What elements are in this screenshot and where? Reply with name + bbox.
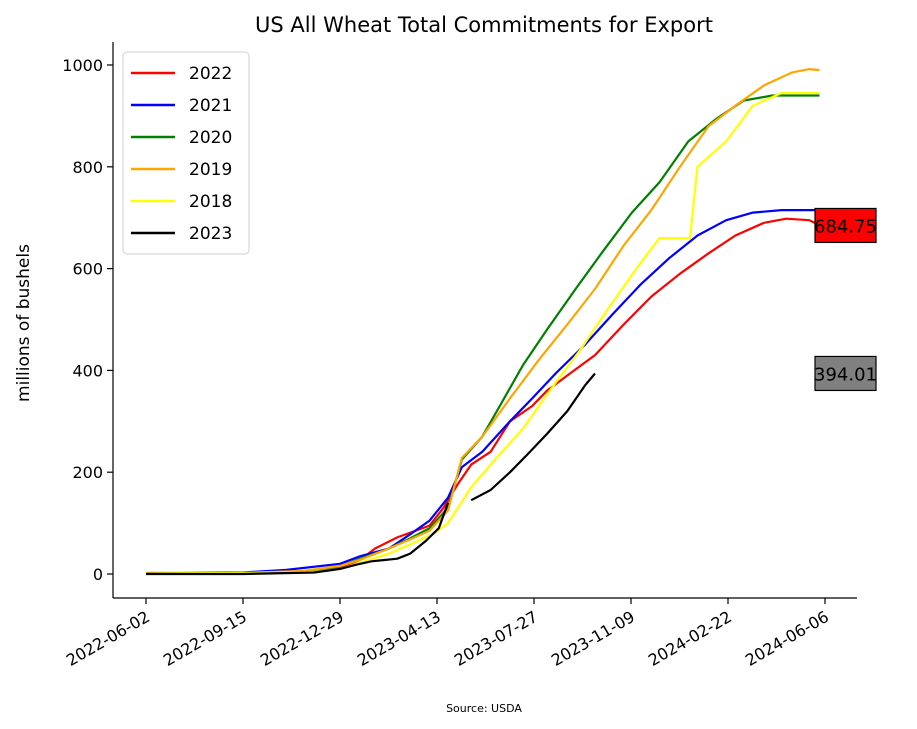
x-tick-label: 2022-12-29	[257, 607, 347, 670]
legend-frame	[122, 51, 250, 255]
series-line-2021	[145, 209, 820, 575]
x-tick-label: 2024-02-22	[645, 607, 735, 670]
source-note: Source: USDA	[446, 702, 522, 715]
y-tick-label: 400	[72, 361, 103, 380]
series-line-2022	[146, 217, 820, 575]
y-tick-label: 1000	[62, 56, 103, 75]
y-tick-label: 0	[93, 565, 103, 584]
x-tick-label: 2022-09-15	[160, 607, 250, 670]
callout-label: 394.01	[814, 364, 877, 385]
callout-box	[814, 355, 877, 392]
y-tick-label: 200	[72, 463, 103, 482]
legend-label: 2023	[189, 224, 232, 244]
series-line-2023	[146, 372, 596, 576]
chart-title: US All Wheat Total Commitments for Expor…	[255, 13, 713, 37]
x-tick-label: 2023-07-27	[451, 607, 541, 670]
y-tick-label: 800	[72, 158, 103, 177]
y-tick-label: 600	[72, 260, 103, 279]
callout-box	[814, 207, 877, 244]
series-line-2019	[145, 68, 820, 575]
x-tick-label: 2023-11-09	[548, 607, 638, 670]
legend-label: 2018	[189, 192, 232, 212]
y-ticks: 0 200 400 600 800 1000	[62, 56, 113, 584]
legend-label: 2019	[189, 160, 232, 180]
legend-label: 2022	[189, 64, 232, 84]
legend-label: 2020	[189, 128, 232, 148]
callout-label: 684.75	[814, 216, 877, 237]
series-lines	[145, 68, 820, 576]
legend: 2022 2021 2020 2019 2018 2023	[122, 51, 250, 255]
x-tick-label: 2022-06-02	[63, 607, 153, 670]
y-axis-label: millions of bushels	[14, 244, 34, 402]
x-tick-label: 2024-06-06	[742, 607, 832, 670]
legend-label: 2021	[189, 96, 232, 116]
x-tick-label: 2023-04-13	[354, 607, 444, 670]
value-callouts: 684.75 394.01	[814, 207, 877, 392]
x-ticks: 2022-06-02 2022-09-15 2022-12-29 2023-04-13…	[63, 598, 832, 670]
